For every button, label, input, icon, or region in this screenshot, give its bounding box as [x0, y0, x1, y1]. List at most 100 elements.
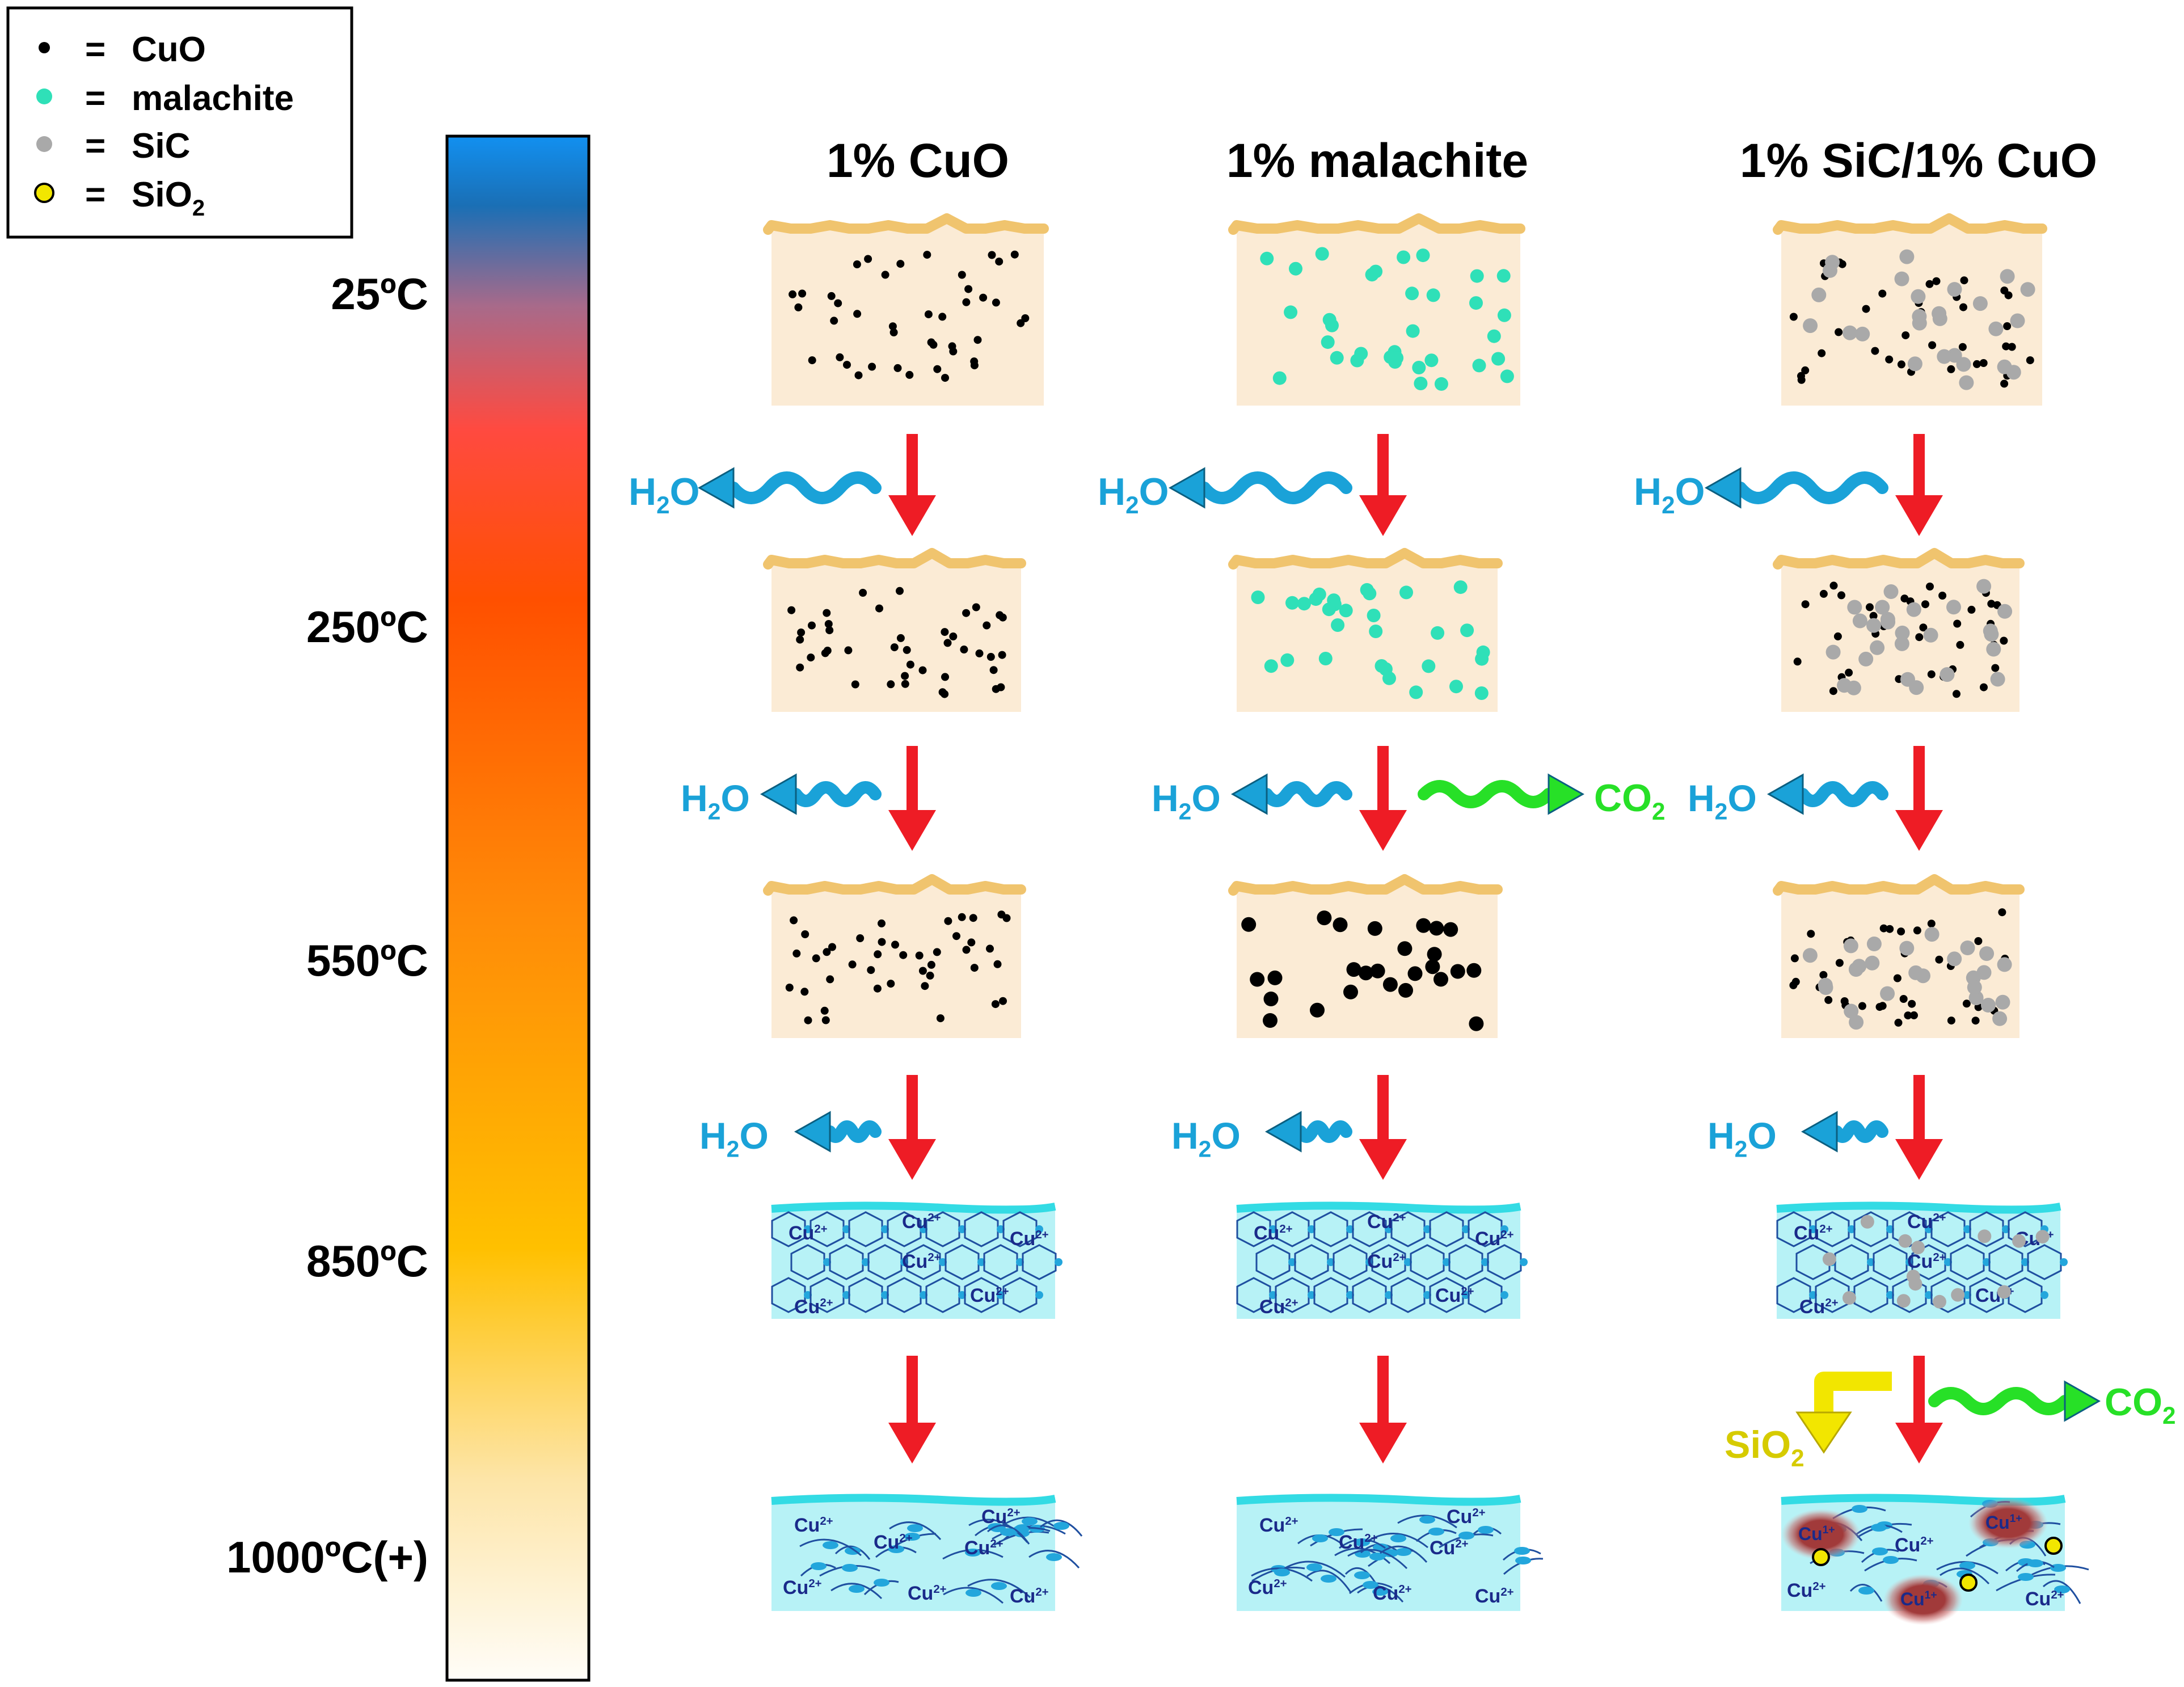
oxygen-node: [1363, 1581, 1378, 1589]
arrow-head: [1359, 1139, 1407, 1180]
species-main: H: [699, 1115, 727, 1157]
co2-label: CO2: [2105, 1381, 2175, 1429]
sic-particle: [1983, 623, 1998, 639]
network-ring: [1776, 1211, 1811, 1247]
wave-body: [1831, 1120, 1888, 1143]
arrow-shaft: [1377, 1356, 1389, 1424]
oxygen-node: [1390, 1534, 1406, 1542]
cu-ion-label: Cu2+: [1895, 1534, 1934, 1556]
cuo-particle: [906, 660, 914, 669]
network-ring: [925, 1277, 960, 1313]
legend-eq: =: [85, 126, 106, 166]
cu-ion-label: Cu2+: [794, 1296, 833, 1318]
cuo-particle: [1869, 611, 1878, 620]
cuo-particle: [821, 649, 829, 657]
network-chain: [987, 1524, 1030, 1545]
malachite-particle: [1390, 351, 1404, 365]
network-ring: [964, 1211, 999, 1247]
malachite-particle: [1315, 247, 1329, 261]
network-ring: [1002, 1277, 1038, 1313]
network-ring: [1255, 1244, 1291, 1280]
cu-ion-label: Cu2+: [1435, 1285, 1474, 1306]
network-ring: [1834, 1244, 1869, 1280]
sand-panel-col3-stage1: [1773, 213, 2047, 406]
malachite-particle: [1260, 251, 1274, 265]
crust-layer: [1228, 874, 1503, 896]
species-tail: O: [1211, 1115, 1240, 1157]
oxygen-node: [1382, 1549, 1398, 1557]
cuo-particle: [1897, 927, 1905, 936]
wave-head: [760, 773, 797, 815]
sand-panel-col1-stage3: [763, 874, 1026, 1038]
malachite-particle: [1497, 308, 1511, 322]
ion-charge: 2+: [820, 1297, 833, 1309]
sic-particle: [1947, 951, 1962, 967]
oxygen-node: [845, 1547, 861, 1555]
ion-main: Cu: [964, 1537, 990, 1559]
ion-charge: 2+: [808, 1578, 821, 1590]
cu-ion-label: Cu2+: [1907, 1251, 1946, 1272]
sic-particle: [1981, 998, 1996, 1013]
cuo-particle: [1010, 250, 1019, 259]
h2o-release-arrow: [1264, 1111, 1352, 1153]
sand-body: [771, 885, 1021, 1038]
sic-particle: [1847, 600, 1862, 615]
sic-particle: [1844, 1003, 1859, 1019]
sic-particle: [1946, 600, 1961, 615]
malachite-particle: [1491, 352, 1506, 366]
malachite-particle: [1369, 625, 1383, 638]
oxygen-node: [2060, 1258, 2068, 1266]
sic-particle: [1951, 1288, 1965, 1302]
network-ring: [1352, 1277, 1387, 1313]
wave-body: [727, 471, 882, 504]
network-chain: [1849, 1583, 1883, 1602]
species-tail: O: [720, 777, 749, 819]
cuo-particle: [973, 336, 982, 344]
cuo-particle: [1901, 331, 1910, 340]
sic-particle: [1898, 1234, 1912, 1248]
cuo-particle: [943, 639, 952, 647]
sic-particle: [1803, 318, 1818, 334]
cuo-particle: [1998, 908, 2006, 917]
sic-particle: [1852, 959, 1867, 974]
cuo-particle: [1333, 917, 1348, 933]
cuo-particle: [836, 353, 844, 361]
network-ring: [1815, 1277, 1850, 1313]
ion-charge: 2+: [990, 1538, 1003, 1550]
network-chain: [1306, 1570, 1352, 1593]
species-main: H: [1171, 1115, 1199, 1157]
cuo-particle: [823, 948, 831, 956]
malachite-particle: [1363, 587, 1377, 601]
malachite-particle: [1406, 324, 1420, 338]
malachite-particle: [1422, 659, 1436, 673]
co2-release-arrow: [1928, 1380, 2101, 1422]
species-main: H: [1098, 470, 1125, 513]
oxygen-node: [1274, 1568, 1290, 1576]
cuo-particle: [800, 988, 809, 996]
arrow-head: [1359, 810, 1407, 851]
sic-particle: [1849, 1015, 1864, 1030]
crust-layer: [1773, 874, 2025, 896]
cuo-particle: [1960, 276, 1968, 285]
cuo-particle: [1791, 977, 1800, 986]
cuo-particle: [1263, 992, 1279, 1006]
malachite-particle: [1474, 686, 1489, 700]
column-title-malachite: 1% malachite: [1226, 134, 1528, 187]
network-chain: [799, 1538, 862, 1557]
species-sub: 2: [708, 799, 721, 825]
sic-particle: [1992, 1011, 2008, 1026]
sic-particle: [1978, 1229, 1992, 1243]
h2o-release-arrow: [1704, 467, 1888, 509]
network-chain: [1940, 1567, 1990, 1585]
cuo-particle: [960, 646, 968, 653]
ion-main: Cu: [1254, 1222, 1279, 1244]
cuo-particle: [844, 646, 853, 655]
ion-main: Cu: [1799, 1296, 1825, 1318]
cuo-particle: [807, 653, 815, 662]
arrow-head: [888, 1423, 936, 1464]
cuo-particle: [896, 587, 904, 595]
oxygen-node: [1458, 1532, 1474, 1540]
cuo-particle: [972, 603, 980, 611]
h2o-label: H2O: [681, 777, 750, 825]
